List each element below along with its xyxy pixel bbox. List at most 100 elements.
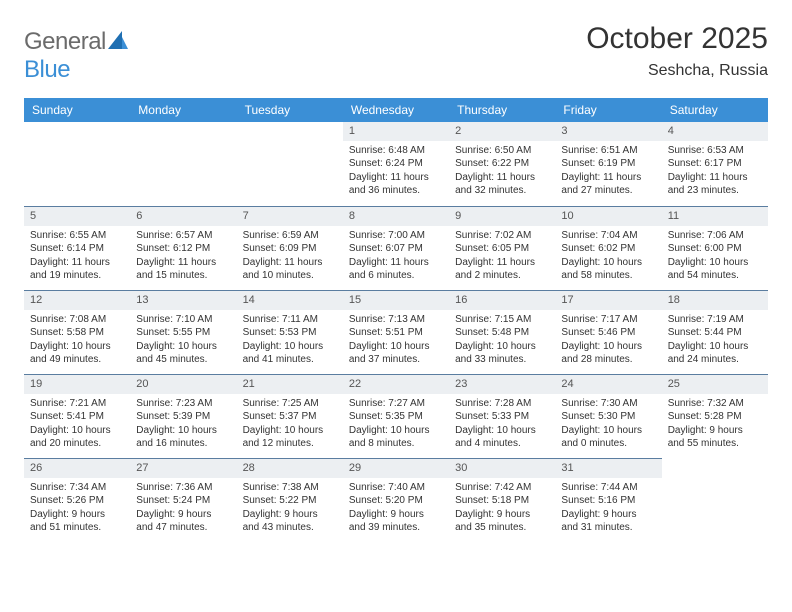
daylight-text: Daylight: 10 hours and 37 minutes. (349, 340, 443, 367)
calendar-day-cell (24, 122, 130, 206)
daylight-text: Daylight: 10 hours and 16 minutes. (136, 424, 230, 451)
sunset-text: Sunset: 5:44 PM (668, 326, 762, 340)
weekday-header: Friday (555, 98, 661, 122)
calendar-day-cell: 19Sunrise: 7:21 AMSunset: 5:41 PMDayligh… (24, 374, 130, 458)
day-number: 7 (237, 206, 343, 226)
day-number: 25 (662, 374, 768, 394)
day-number: 20 (130, 374, 236, 394)
day-content: Sunrise: 7:11 AMSunset: 5:53 PMDaylight:… (237, 310, 343, 371)
daylight-text: Daylight: 11 hours and 23 minutes. (668, 171, 762, 198)
sunrise-text: Sunrise: 6:51 AM (561, 144, 655, 158)
day-content: Sunrise: 7:04 AMSunset: 6:02 PMDaylight:… (555, 226, 661, 287)
day-content: Sunrise: 6:57 AMSunset: 6:12 PMDaylight:… (130, 226, 236, 287)
calendar-day-cell: 6Sunrise: 6:57 AMSunset: 6:12 PMDaylight… (130, 206, 236, 290)
day-content: Sunrise: 7:34 AMSunset: 5:26 PMDaylight:… (24, 478, 130, 539)
day-content: Sunrise: 7:25 AMSunset: 5:37 PMDaylight:… (237, 394, 343, 455)
daylight-text: Daylight: 10 hours and 54 minutes. (668, 256, 762, 283)
calendar-table: Sunday Monday Tuesday Wednesday Thursday… (24, 98, 768, 542)
daylight-text: Daylight: 11 hours and 10 minutes. (243, 256, 337, 283)
day-content: Sunrise: 7:42 AMSunset: 5:18 PMDaylight:… (449, 478, 555, 539)
calendar-week-row: 19Sunrise: 7:21 AMSunset: 5:41 PMDayligh… (24, 374, 768, 458)
day-number: 5 (24, 206, 130, 226)
sunset-text: Sunset: 5:26 PM (30, 494, 124, 508)
sunset-text: Sunset: 6:07 PM (349, 242, 443, 256)
day-number: 23 (449, 374, 555, 394)
sunrise-text: Sunrise: 7:25 AM (243, 397, 337, 411)
day-content: Sunrise: 7:17 AMSunset: 5:46 PMDaylight:… (555, 310, 661, 371)
calendar-day-cell: 13Sunrise: 7:10 AMSunset: 5:55 PMDayligh… (130, 290, 236, 374)
sunset-text: Sunset: 5:18 PM (455, 494, 549, 508)
day-content: Sunrise: 7:32 AMSunset: 5:28 PMDaylight:… (662, 394, 768, 455)
day-number: 31 (555, 458, 661, 478)
day-content: Sunrise: 6:51 AMSunset: 6:19 PMDaylight:… (555, 141, 661, 202)
day-content: Sunrise: 7:30 AMSunset: 5:30 PMDaylight:… (555, 394, 661, 455)
daylight-text: Daylight: 10 hours and 4 minutes. (455, 424, 549, 451)
brand-part2: Blue (24, 56, 70, 83)
day-number: 29 (343, 458, 449, 478)
calendar-day-cell (662, 458, 768, 542)
daylight-text: Daylight: 11 hours and 32 minutes. (455, 171, 549, 198)
day-number: 10 (555, 206, 661, 226)
daylight-text: Daylight: 11 hours and 2 minutes. (455, 256, 549, 283)
sunset-text: Sunset: 5:22 PM (243, 494, 337, 508)
calendar-week-row: 26Sunrise: 7:34 AMSunset: 5:26 PMDayligh… (24, 458, 768, 542)
day-number: 17 (555, 290, 661, 310)
daylight-text: Daylight: 10 hours and 8 minutes. (349, 424, 443, 451)
sunrise-text: Sunrise: 7:23 AM (136, 397, 230, 411)
calendar-week-row: 12Sunrise: 7:08 AMSunset: 5:58 PMDayligh… (24, 290, 768, 374)
day-number: 13 (130, 290, 236, 310)
calendar-day-cell (130, 122, 236, 206)
day-number: 4 (662, 122, 768, 141)
sunset-text: Sunset: 5:37 PM (243, 410, 337, 424)
sunrise-text: Sunrise: 7:19 AM (668, 313, 762, 327)
calendar-day-cell: 27Sunrise: 7:36 AMSunset: 5:24 PMDayligh… (130, 458, 236, 542)
sunrise-text: Sunrise: 7:06 AM (668, 229, 762, 243)
day-content: Sunrise: 7:23 AMSunset: 5:39 PMDaylight:… (130, 394, 236, 455)
calendar-day-cell: 1Sunrise: 6:48 AMSunset: 6:24 PMDaylight… (343, 122, 449, 206)
sunrise-text: Sunrise: 7:38 AM (243, 481, 337, 495)
sunset-text: Sunset: 6:24 PM (349, 157, 443, 171)
sunrise-text: Sunrise: 7:42 AM (455, 481, 549, 495)
sunset-text: Sunset: 5:41 PM (30, 410, 124, 424)
calendar-day-cell: 29Sunrise: 7:40 AMSunset: 5:20 PMDayligh… (343, 458, 449, 542)
sunset-text: Sunset: 5:30 PM (561, 410, 655, 424)
day-number: 9 (449, 206, 555, 226)
daylight-text: Daylight: 10 hours and 33 minutes. (455, 340, 549, 367)
sunset-text: Sunset: 6:09 PM (243, 242, 337, 256)
sunset-text: Sunset: 6:02 PM (561, 242, 655, 256)
location: Seshcha, Russia (586, 62, 768, 80)
day-content: Sunrise: 6:55 AMSunset: 6:14 PMDaylight:… (24, 226, 130, 287)
daylight-text: Daylight: 11 hours and 19 minutes. (30, 256, 124, 283)
header: General Blue October 2025 Seshcha, Russi… (24, 22, 768, 84)
calendar-day-cell: 25Sunrise: 7:32 AMSunset: 5:28 PMDayligh… (662, 374, 768, 458)
sunset-text: Sunset: 5:20 PM (349, 494, 443, 508)
weekday-header: Wednesday (343, 98, 449, 122)
sunrise-text: Sunrise: 7:11 AM (243, 313, 337, 327)
calendar-day-cell: 23Sunrise: 7:28 AMSunset: 5:33 PMDayligh… (449, 374, 555, 458)
sunset-text: Sunset: 5:53 PM (243, 326, 337, 340)
daylight-text: Daylight: 11 hours and 15 minutes. (136, 256, 230, 283)
calendar-day-cell: 10Sunrise: 7:04 AMSunset: 6:02 PMDayligh… (555, 206, 661, 290)
calendar-day-cell: 21Sunrise: 7:25 AMSunset: 5:37 PMDayligh… (237, 374, 343, 458)
calendar-day-cell: 7Sunrise: 6:59 AMSunset: 6:09 PMDaylight… (237, 206, 343, 290)
sunrise-text: Sunrise: 7:08 AM (30, 313, 124, 327)
brand-logo: General Blue (24, 28, 128, 84)
calendar-day-cell: 18Sunrise: 7:19 AMSunset: 5:44 PMDayligh… (662, 290, 768, 374)
sunset-text: Sunset: 6:00 PM (668, 242, 762, 256)
weekday-header: Monday (130, 98, 236, 122)
calendar-day-cell: 4Sunrise: 6:53 AMSunset: 6:17 PMDaylight… (662, 122, 768, 206)
daylight-text: Daylight: 9 hours and 35 minutes. (455, 508, 549, 535)
day-content: Sunrise: 7:13 AMSunset: 5:51 PMDaylight:… (343, 310, 449, 371)
weekday-header: Thursday (449, 98, 555, 122)
day-number: 16 (449, 290, 555, 310)
sail-icon (108, 28, 128, 56)
daylight-text: Daylight: 11 hours and 36 minutes. (349, 171, 443, 198)
calendar-day-cell: 17Sunrise: 7:17 AMSunset: 5:46 PMDayligh… (555, 290, 661, 374)
day-number: 30 (449, 458, 555, 478)
title-block: October 2025 Seshcha, Russia (586, 22, 768, 80)
daylight-text: Daylight: 9 hours and 51 minutes. (30, 508, 124, 535)
calendar-day-cell: 8Sunrise: 7:00 AMSunset: 6:07 PMDaylight… (343, 206, 449, 290)
day-content: Sunrise: 7:28 AMSunset: 5:33 PMDaylight:… (449, 394, 555, 455)
daylight-text: Daylight: 10 hours and 49 minutes. (30, 340, 124, 367)
sunset-text: Sunset: 5:28 PM (668, 410, 762, 424)
